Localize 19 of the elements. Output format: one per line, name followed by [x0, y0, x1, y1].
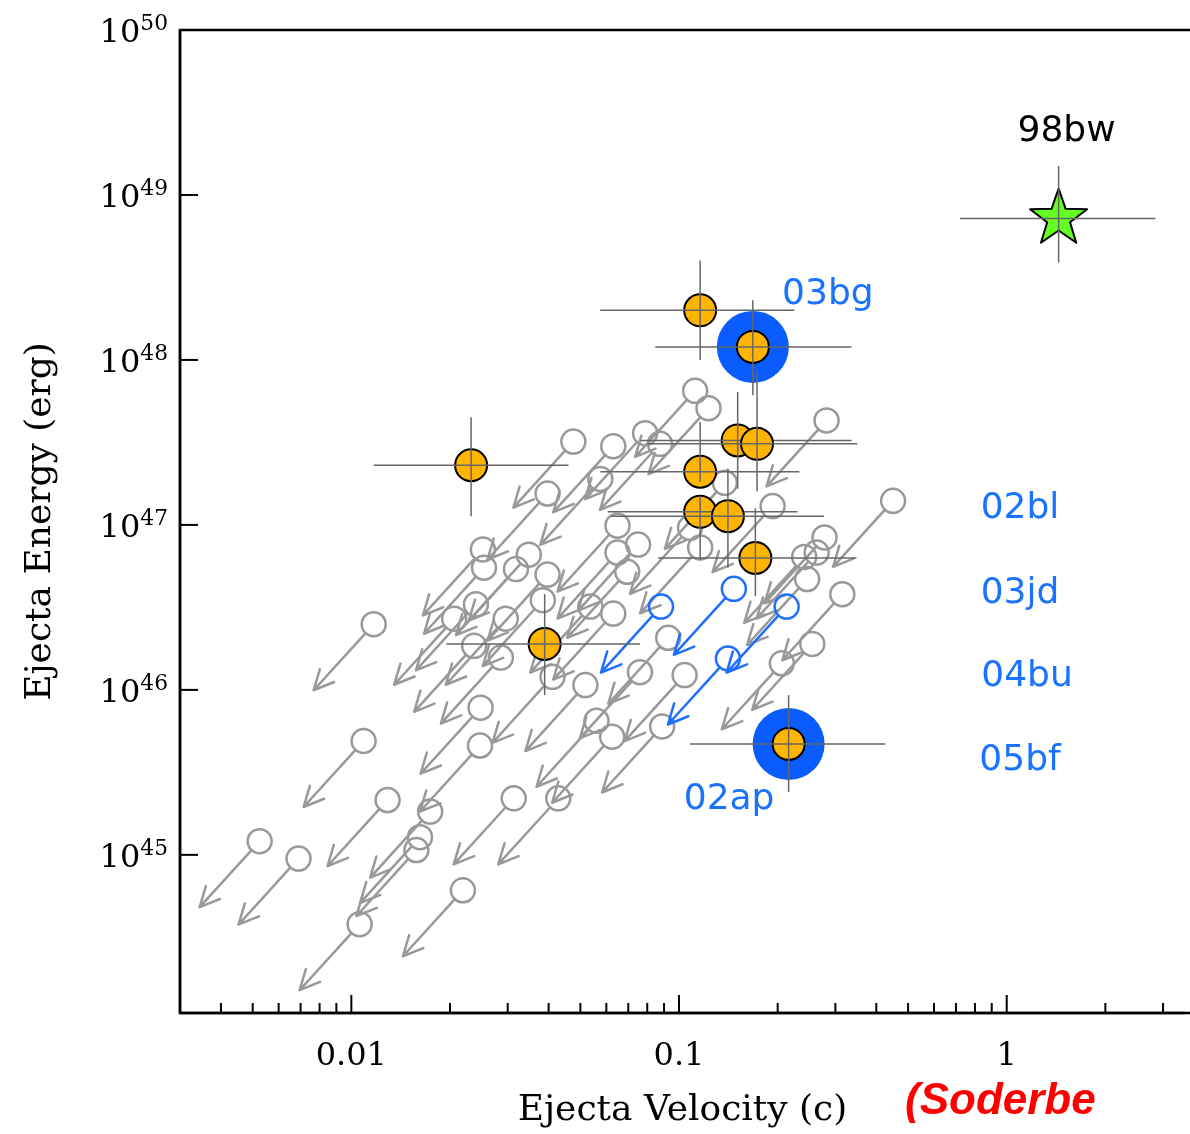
y-tick-label: 10$^{47}$	[99, 504, 168, 545]
annotation: 04bu	[981, 652, 1073, 694]
x-tick-label: 1	[996, 1035, 1017, 1073]
annotation: 02bl	[980, 484, 1060, 526]
y-tick-label: 10$^{45}$	[99, 834, 168, 875]
annotation: 05bf	[979, 736, 1062, 778]
x-axis-title: Ejecta Velocity (c)	[517, 1087, 848, 1128]
y-tick-label: 10$^{48}$	[99, 339, 168, 380]
x-tick-label: 0.01	[315, 1035, 387, 1073]
y-tick-label: 10$^{49}$	[99, 174, 168, 215]
annotation: 02ap	[683, 775, 775, 817]
y-tick-label: 10$^{50}$	[99, 9, 168, 50]
y-axis-title: Ejecta Energy (erg)	[17, 342, 58, 701]
annotation: 03bg	[782, 270, 874, 312]
x-tick-label: 0.1	[653, 1035, 705, 1073]
text: (Soderbe	[905, 1074, 1096, 1123]
series-label: 98bw	[1017, 107, 1116, 149]
y-tick-label: 10$^{46}$	[99, 669, 168, 710]
annotation: 03jd	[980, 569, 1060, 611]
